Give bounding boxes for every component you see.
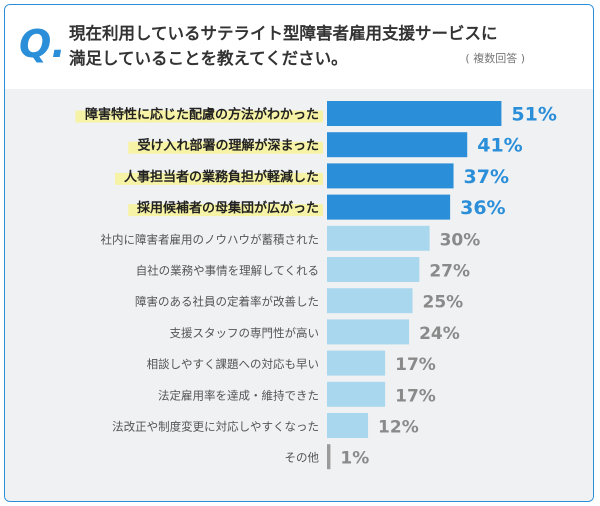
value-label: 30% [440, 230, 481, 250]
question-line-1: 現在利用しているサテライト型障害者雇用支援サービスに [69, 24, 498, 43]
category-label: 支援スタッフの専門性が高い [170, 326, 320, 340]
category-label: その他 [285, 451, 320, 465]
category-label: 自社の業務や事情を理解してくれる [136, 264, 319, 278]
bar [327, 194, 451, 220]
multiple-answer-note: ( 複数回答 ) [465, 52, 525, 65]
category-label: 障害のある社員の定着率が改善した [135, 295, 319, 309]
bar [327, 163, 454, 189]
bar-chart: 障害特性に応じた配慮の方法がわかった 51% 受け入れ部署の理解が深まった 41% 人事… [75, 101, 557, 470]
value-label: 12% [378, 418, 419, 438]
survey-card: Q. 現在利用しているサテライト型障害者雇用支援サービスに 満足していることを教… [4, 4, 594, 502]
bar [327, 350, 386, 376]
label-highlight [128, 204, 323, 217]
category-label: 相談しやすく課題への対応も早い [147, 357, 319, 371]
label-highlight [75, 110, 324, 123]
category-label: 社内に障害者雇用のノウハウが蓄積された [101, 232, 320, 246]
value-label: 27% [429, 262, 470, 282]
value-label: 17% [395, 355, 436, 375]
label-highlight [128, 141, 323, 154]
bar [327, 413, 369, 438]
category-label: 法改正や制度変更に対応しやすくなった [112, 420, 319, 434]
value-label: 51% [511, 104, 556, 126]
value-label: 37% [464, 166, 509, 188]
bar [327, 288, 413, 314]
bar [327, 444, 331, 470]
value-label: 41% [477, 135, 522, 157]
question-header: Q. 現在利用しているサテライト型障害者雇用支援サービスに 満足していることを教… [5, 5, 593, 89]
question-line-2: 満足していることを教えてください。 [69, 49, 348, 68]
question-text: 現在利用しているサテライト型障害者雇用支援サービスに 満足していることを教えてく… [69, 21, 569, 71]
chart-area: 障害特性に応じた配慮の方法がわかった 51% 受け入れ部署の理解が深まった 41% 人事… [5, 89, 593, 501]
category-label: 採用候補者の母集団が広がった [137, 200, 319, 216]
value-label: 36% [460, 197, 505, 219]
bar [327, 101, 502, 126]
bar [327, 257, 420, 282]
bar [327, 132, 468, 158]
value-label: 1% [340, 449, 369, 469]
value-label: 24% [419, 324, 460, 344]
q-mark: Q. [19, 22, 66, 66]
bar [327, 319, 410, 345]
category-label: 障害特性に応じた配慮の方法がわかった [85, 107, 319, 123]
bar [327, 225, 430, 251]
label-highlight [115, 172, 323, 185]
bar [327, 381, 386, 407]
category-label: 受け入れ部署の理解が深まった [138, 138, 319, 154]
category-label: 法定雇用率を達成・維持できた [158, 388, 319, 402]
value-label: 25% [423, 293, 464, 313]
category-label: 人事担当者の業務負担が軽減した [124, 169, 319, 185]
value-label: 17% [395, 386, 436, 406]
